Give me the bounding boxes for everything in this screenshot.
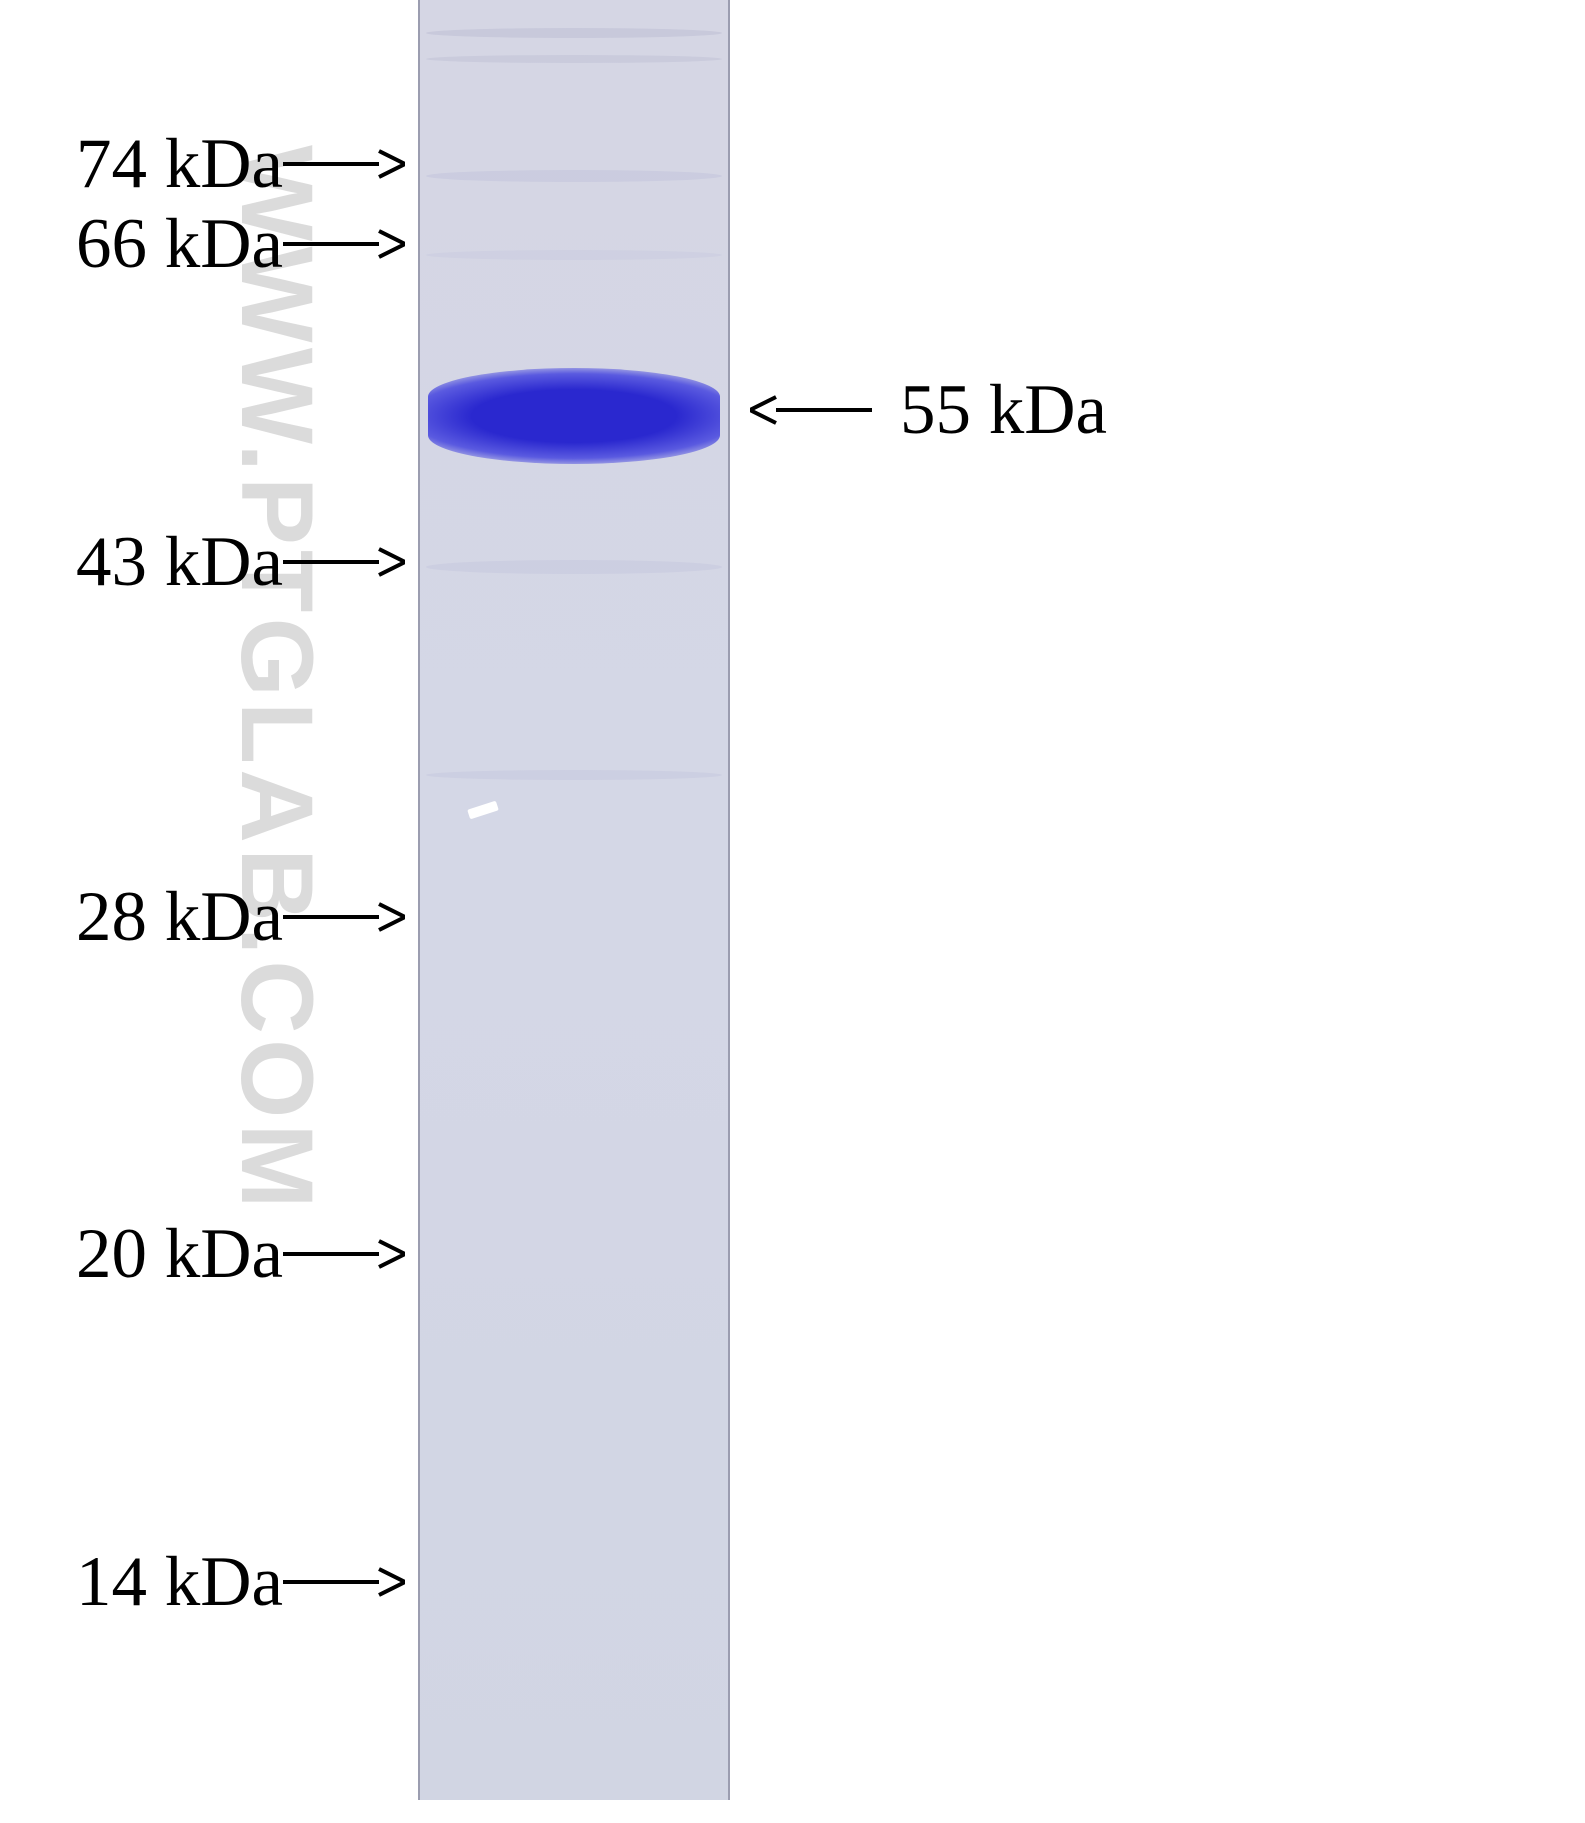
faint-band-4 [426, 560, 722, 574]
faint-band-3 [426, 250, 722, 260]
ladder-label: 28 kDa [76, 877, 283, 958]
ladder-marker-left-1: 66 kDa [76, 204, 405, 285]
ladder-marker-left-5: 14 kDa [76, 1542, 405, 1623]
ladder-label: 55 kDa [900, 370, 1107, 451]
faint-band-5 [426, 770, 722, 780]
ladder-label: 20 kDa [76, 1214, 283, 1295]
watermark-text: WWW.PTGLAB.COM [218, 145, 335, 1555]
arrow-right-icon [283, 148, 405, 180]
watermark-label: WWW.PTGLAB.COM [220, 145, 334, 1214]
arrow-right-icon [283, 228, 405, 260]
faint-band-2 [426, 170, 722, 182]
ladder-label: 43 kDa [76, 522, 283, 603]
arrow-right-icon [283, 1238, 405, 1270]
faint-band-1 [426, 55, 722, 63]
arrow-left-icon [750, 394, 872, 426]
ladder-label: 14 kDa [76, 1542, 283, 1623]
ladder-marker-left-3: 28 kDa [76, 877, 405, 958]
ladder-marker-right-0: 55 kDa [750, 370, 1107, 451]
gel-image-container: WWW.PTGLAB.COM 74 kDa66 kDa 43 kDa 28 kDa 2… [0, 0, 1585, 1823]
arrow-right-icon [283, 901, 405, 933]
gel-lane [418, 0, 730, 1800]
protein-band-main [428, 368, 720, 464]
arrow-right-icon [283, 1566, 405, 1598]
ladder-label: 66 kDa [76, 204, 283, 285]
ladder-marker-left-2: 43 kDa [76, 522, 405, 603]
arrow-right-icon [283, 546, 405, 578]
ladder-marker-left-4: 20 kDa [76, 1214, 405, 1295]
faint-band-0 [426, 28, 722, 38]
ladder-marker-left-0: 74 kDa [76, 124, 405, 205]
ladder-label: 74 kDa [76, 124, 283, 205]
